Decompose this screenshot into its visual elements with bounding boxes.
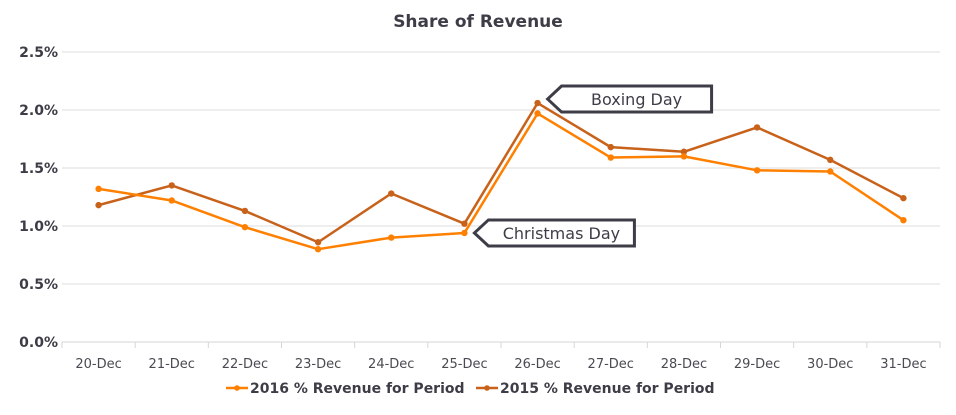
data-point — [534, 99, 541, 107]
legend-swatch-marker — [234, 385, 240, 391]
data-point — [753, 124, 761, 131]
x-tick-label: 27-Dec — [588, 357, 634, 372]
callout-label: Christmas Day — [503, 224, 620, 243]
data-point — [680, 153, 688, 160]
x-tick-label: 23-Dec — [295, 357, 341, 372]
legend-label: 2015 % Revenue for Period — [500, 381, 715, 397]
y-tick-label: 1.5% — [19, 161, 58, 177]
data-point — [388, 234, 395, 241]
legend-label: 2016 % Revenue for Period — [250, 381, 465, 397]
y-tick-label: 0.0% — [19, 335, 58, 351]
x-tick-label: 21-Dec — [149, 357, 195, 372]
x-tick-label: 30-Dec — [807, 357, 853, 372]
y-tick-label: 0.5% — [19, 277, 58, 293]
annotations: Boxing Day Christmas Day — [472, 84, 714, 248]
data-point — [168, 182, 175, 189]
data-point — [461, 229, 468, 237]
data-point — [241, 207, 249, 215]
data-point — [607, 143, 614, 151]
x-tick-label: 31-Dec — [880, 357, 926, 372]
data-point — [827, 156, 834, 164]
data-point — [900, 194, 907, 202]
data-point — [900, 217, 907, 224]
legend-item-2016: 2016 % Revenue for Period — [226, 381, 465, 397]
legend: 2016 % Revenue for Period 2015 % Revenue … — [226, 381, 715, 397]
series-2016 — [95, 110, 907, 253]
series-line — [98, 101, 904, 244]
callout-boxing-day: Boxing Day — [545, 84, 714, 114]
x-tick-label: 26-Dec — [514, 357, 560, 372]
y-tick-label: 1.0% — [19, 219, 58, 235]
data-point — [461, 220, 468, 227]
y-axis-ticks: 0.0% 0.5% 1.0% 1.5% 2.0% 2.5% — [19, 45, 58, 351]
data-point — [241, 223, 249, 231]
callout-box — [472, 218, 636, 248]
data-point — [314, 239, 322, 246]
legend-swatch-marker — [484, 385, 490, 391]
gridlines — [62, 51, 940, 285]
data-point — [534, 110, 541, 117]
series-2015 — [95, 99, 907, 246]
x-axis: 20-Dec 21-Dec 22-Dec 23-Dec 24-Dec 25-Dec 26-D… — [61, 341, 941, 372]
callout-christmas-day: Christmas Day — [472, 218, 636, 248]
data-point — [388, 190, 395, 197]
legend-item-2015: 2015 % Revenue for Period — [476, 381, 715, 397]
x-tick-label: 20-Dec — [75, 357, 121, 372]
data-point — [95, 185, 102, 193]
data-point — [827, 168, 834, 175]
x-tick-label: 29-Dec — [734, 357, 780, 372]
callout-label: Boxing Day — [591, 90, 682, 109]
data-point — [607, 154, 614, 161]
data-point — [95, 201, 102, 209]
y-tick-label: 2.5% — [19, 45, 58, 61]
data-point — [753, 167, 761, 174]
x-tick-label: 28-Dec — [661, 357, 707, 372]
x-tick-label: 22-Dec — [222, 357, 268, 372]
series-line — [98, 112, 905, 251]
x-tick-label: 24-Dec — [368, 357, 414, 372]
chart-title: Share of Revenue — [393, 12, 563, 32]
callout-box — [545, 84, 714, 114]
y-tick-label: 2.0% — [19, 103, 58, 119]
series-lines — [95, 99, 907, 253]
data-point — [680, 148, 688, 155]
data-point — [314, 246, 322, 253]
x-tick-label: 25-Dec — [441, 357, 487, 372]
data-point — [168, 197, 175, 204]
